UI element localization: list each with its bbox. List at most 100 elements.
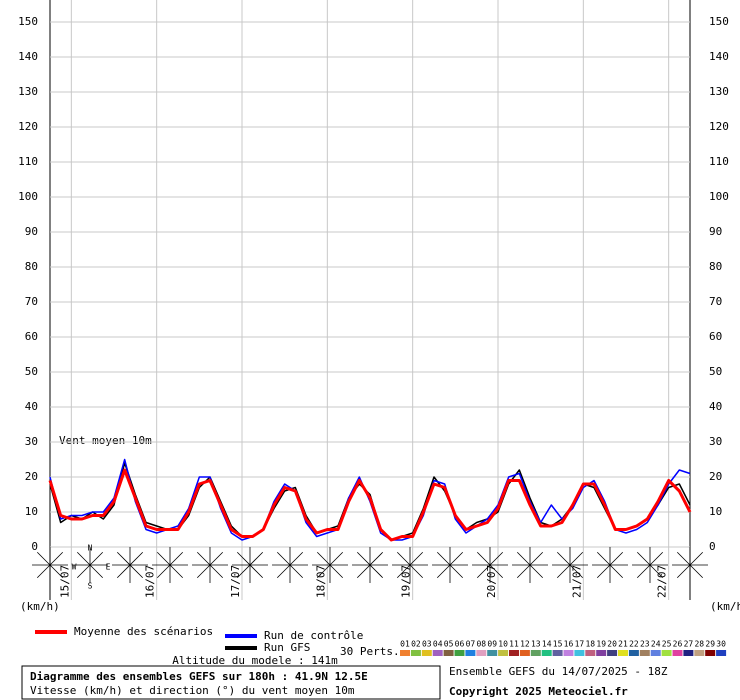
compass-label: W — [72, 563, 77, 572]
y-tick-label: 140 — [18, 50, 38, 63]
wind-rose — [196, 551, 224, 579]
y-tick-label: 150 — [709, 15, 729, 28]
perturbation-swatch — [519, 650, 530, 656]
y-tick-label: 110 — [18, 155, 38, 168]
y-tick-label: 130 — [18, 85, 38, 98]
perturbation-swatch — [585, 650, 596, 656]
y-tick-label: 40 — [25, 400, 38, 413]
series-line — [48, 468, 692, 542]
perturbation-label: 17 — [575, 640, 585, 649]
perturbation-swatch — [683, 650, 694, 656]
chart-subtitle: Vitesse (km/h) et direction (°) du vent … — [30, 684, 355, 697]
perturbation-label: 23 — [640, 640, 650, 649]
y-tick-label: 70 — [709, 295, 722, 308]
wind-rose — [556, 551, 584, 579]
y-tick-label: 130 — [709, 85, 729, 98]
perturbation-label: 29 — [705, 640, 715, 649]
y-tick-label: 100 — [18, 190, 38, 203]
perturbation-swatch — [476, 650, 487, 656]
perturbation-label: 22 — [629, 640, 639, 649]
y-tick-label: 50 — [709, 365, 722, 378]
y-tick-label: 150 — [18, 15, 38, 28]
wind-rose — [76, 551, 104, 579]
perturbation-swatch — [498, 650, 509, 656]
perturbation-swatch — [705, 650, 716, 656]
perturbation-swatch — [443, 650, 454, 656]
perturbation-swatch — [487, 650, 498, 656]
perturbation-label: 16 — [564, 640, 574, 649]
perturbation-swatch — [628, 650, 639, 656]
perturbation-label: 28 — [694, 640, 704, 649]
y-tick-label: 60 — [709, 330, 722, 343]
perturbation-label: 11 — [509, 640, 519, 649]
copyright: Copyright 2025 Meteociel.fr — [449, 685, 628, 698]
perturbation-label: 25 — [662, 640, 672, 649]
y-unit: (km/h) — [20, 600, 60, 613]
legend-label: Moyenne des scénarios — [74, 625, 213, 638]
compass-label: E — [106, 563, 111, 572]
perturbation-swatch — [410, 650, 421, 656]
perturbation-label: 08 — [476, 640, 486, 649]
x-tick-label: 19/07 — [400, 565, 413, 598]
perturbation-swatch — [530, 650, 541, 656]
perturbation-label: 24 — [651, 640, 661, 649]
x-tick-label: 21/07 — [570, 565, 583, 598]
perturbation-label: 26 — [673, 640, 683, 649]
y-tick-label: 10 — [709, 505, 722, 518]
perturbation-label: 09 — [487, 640, 497, 649]
y-tick-label: 120 — [709, 120, 729, 133]
y-tick-label: 0 — [31, 540, 38, 553]
y-tick-label: 50 — [25, 365, 38, 378]
x-tick-label: 16/07 — [144, 565, 157, 598]
x-tick-label: 20/07 — [485, 565, 498, 598]
wind-rose — [596, 551, 624, 579]
wind-rose — [316, 551, 344, 579]
run-info: Ensemble GEFS du 14/07/2025 - 18Z — [449, 665, 668, 678]
wind-rose — [676, 551, 704, 579]
perturbation-swatch — [639, 650, 650, 656]
wind-rose — [636, 551, 664, 579]
perturbation-swatch — [454, 650, 465, 656]
perturbation-swatch — [465, 650, 476, 656]
perturbation-swatch — [421, 650, 432, 656]
perturbation-swatch — [672, 650, 683, 656]
y-tick-label: 110 — [709, 155, 729, 168]
y-tick-label: 30 — [709, 435, 722, 448]
wind-rose — [436, 551, 464, 579]
wind-rose — [36, 551, 64, 579]
perturbation-swatch — [432, 650, 443, 656]
altitude: Altitude du modele : 141m — [172, 654, 338, 667]
perturbation-label: 30 — [716, 640, 726, 649]
y-tick-label: 90 — [25, 225, 38, 238]
y-tick-label: 80 — [709, 260, 722, 273]
legend-label: Run GFS — [264, 641, 310, 654]
y-tick-label: 30 — [25, 435, 38, 448]
wind-rose — [116, 551, 144, 579]
y-tick-label: 120 — [18, 120, 38, 133]
perturbation-swatch — [694, 650, 705, 656]
wind-rose — [236, 551, 264, 579]
perturbation-swatch — [552, 650, 563, 656]
wind-rose — [356, 551, 384, 579]
perturbation-label: 19 — [596, 640, 606, 649]
annotation: Vent moyen 10m — [59, 434, 152, 447]
x-tick-label: 22/07 — [656, 565, 669, 598]
y-tick-label: 80 — [25, 260, 38, 273]
perturbation-label: 13 — [531, 640, 541, 649]
perturbation-label: 06 — [455, 640, 465, 649]
perturbation-label: 27 — [684, 640, 694, 649]
wind-rose — [156, 551, 184, 579]
perturbation-label: 01 — [400, 640, 410, 649]
perturbation-swatch — [661, 650, 672, 656]
x-tick-label: 15/07 — [58, 565, 71, 598]
y-tick-label: 10 — [25, 505, 38, 518]
y-tick-label: 100 — [709, 190, 729, 203]
y-unit: (km/h) — [710, 600, 740, 613]
perturbation-label: 04 — [433, 640, 443, 649]
perturbation-label: 12 — [520, 640, 530, 649]
perturbation-swatch — [650, 650, 661, 656]
perturbation-swatch — [618, 650, 628, 656]
